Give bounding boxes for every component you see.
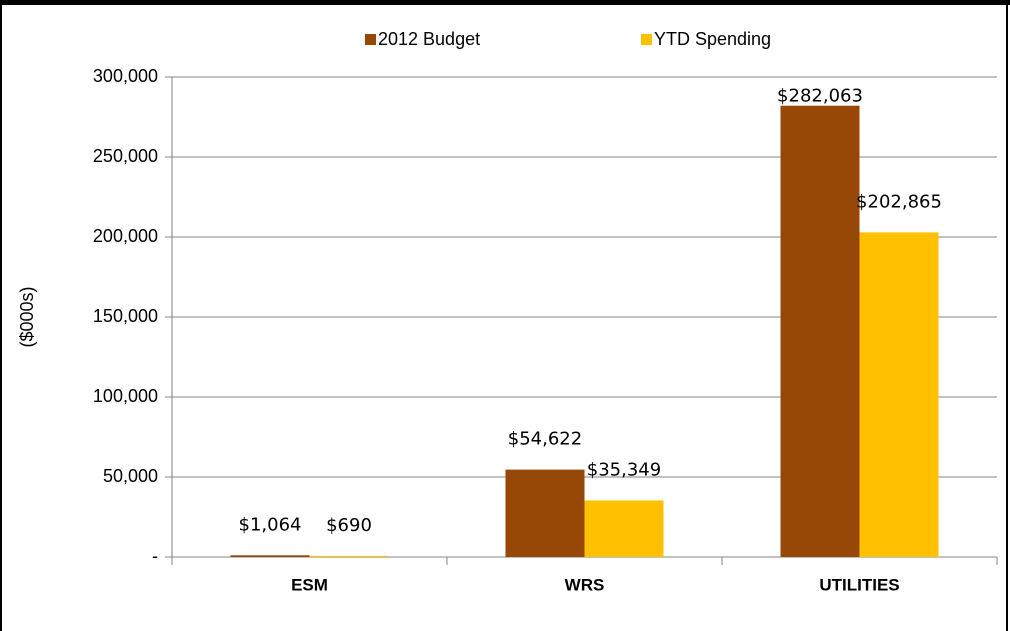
legend-swatch bbox=[365, 34, 376, 45]
bar bbox=[309, 555, 389, 557]
x-tick-label: WRS bbox=[565, 575, 605, 594]
bar bbox=[584, 500, 664, 557]
data-label: $282,063 bbox=[777, 86, 863, 107]
y-tick-label: 150,000 bbox=[93, 306, 158, 326]
y-tick-label: - bbox=[152, 546, 158, 566]
bar bbox=[859, 232, 939, 557]
legend-label: 2012 Budget bbox=[378, 29, 480, 49]
bar bbox=[505, 469, 585, 557]
x-tick-label: ESM bbox=[291, 575, 328, 594]
y-tick-label: 50,000 bbox=[103, 466, 158, 486]
data-label: $690 bbox=[326, 515, 372, 536]
frame-top bbox=[0, 0, 1010, 5]
data-label: $1,064 bbox=[239, 514, 302, 535]
bar bbox=[780, 105, 860, 557]
y-tick-label: 100,000 bbox=[93, 386, 158, 406]
data-label: $35,349 bbox=[587, 459, 661, 480]
legend-swatch bbox=[641, 34, 652, 45]
y-tick-label: 200,000 bbox=[93, 226, 158, 246]
bar bbox=[230, 555, 310, 557]
data-label: $202,865 bbox=[856, 191, 942, 212]
y-tick-label: 250,000 bbox=[93, 146, 158, 166]
y-tick-label: 300,000 bbox=[93, 66, 158, 86]
legend-label: YTD Spending bbox=[654, 29, 771, 49]
y-axis-label: ($000s) bbox=[17, 286, 37, 347]
x-tick-label: UTILITIES bbox=[819, 575, 899, 594]
data-label: $54,622 bbox=[508, 429, 582, 450]
